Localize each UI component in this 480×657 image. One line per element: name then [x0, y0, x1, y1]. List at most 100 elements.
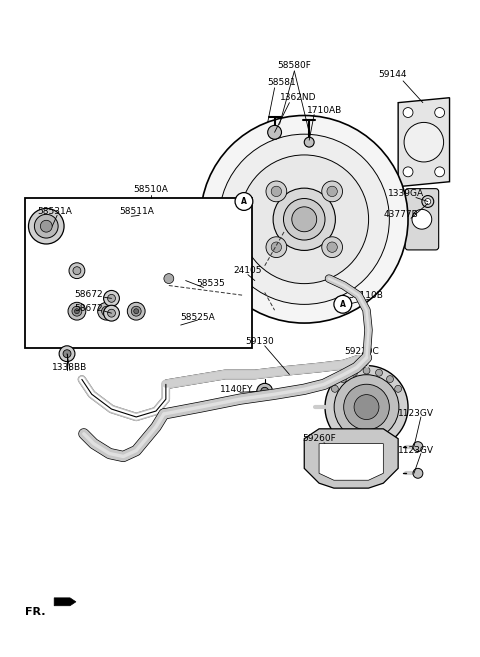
Circle shape — [395, 386, 402, 392]
Circle shape — [350, 369, 358, 376]
Circle shape — [425, 198, 431, 204]
Circle shape — [292, 207, 317, 232]
Circle shape — [412, 210, 432, 229]
Circle shape — [257, 383, 273, 399]
Circle shape — [271, 186, 282, 196]
Text: 58510A: 58510A — [133, 185, 168, 194]
Text: 1123GV: 1123GV — [398, 409, 434, 419]
Text: FR.: FR. — [24, 606, 45, 617]
Text: 1123GV: 1123GV — [398, 446, 434, 455]
Circle shape — [40, 220, 52, 232]
Circle shape — [72, 306, 82, 316]
Polygon shape — [398, 98, 450, 187]
FancyBboxPatch shape — [405, 189, 439, 250]
Circle shape — [435, 167, 444, 177]
Circle shape — [127, 302, 145, 320]
Text: 1339GA: 1339GA — [388, 189, 424, 198]
Circle shape — [327, 186, 337, 196]
Circle shape — [268, 125, 281, 139]
Circle shape — [235, 193, 253, 210]
Circle shape — [284, 198, 325, 240]
Text: 59110B: 59110B — [349, 291, 384, 300]
Text: 43777B: 43777B — [384, 210, 418, 219]
Circle shape — [131, 306, 141, 316]
Polygon shape — [304, 429, 398, 488]
Circle shape — [73, 267, 81, 275]
Text: 58672: 58672 — [74, 290, 103, 299]
Circle shape — [363, 367, 370, 374]
Ellipse shape — [247, 265, 282, 292]
Text: A: A — [340, 300, 346, 309]
Circle shape — [435, 108, 444, 118]
Text: 59130: 59130 — [245, 337, 274, 346]
Circle shape — [104, 309, 109, 313]
Circle shape — [334, 296, 352, 313]
Circle shape — [201, 116, 408, 323]
Text: 58525A: 58525A — [180, 313, 216, 322]
Circle shape — [74, 309, 79, 313]
Text: 1140FY: 1140FY — [220, 385, 253, 394]
Text: 24105: 24105 — [233, 266, 262, 275]
Text: 1338BB: 1338BB — [52, 363, 87, 372]
Circle shape — [331, 386, 338, 392]
Circle shape — [386, 376, 394, 382]
Circle shape — [322, 181, 343, 202]
Text: 59260F: 59260F — [302, 434, 336, 443]
Text: 58531A: 58531A — [37, 207, 72, 216]
Circle shape — [240, 155, 369, 284]
Polygon shape — [52, 290, 205, 332]
Ellipse shape — [154, 269, 184, 288]
Circle shape — [63, 350, 71, 357]
Circle shape — [325, 365, 408, 449]
Circle shape — [403, 167, 413, 177]
Circle shape — [273, 188, 336, 250]
Circle shape — [164, 274, 174, 284]
Circle shape — [327, 242, 337, 252]
Circle shape — [134, 309, 139, 313]
Circle shape — [35, 214, 58, 238]
Circle shape — [69, 263, 85, 279]
Circle shape — [339, 376, 347, 382]
Polygon shape — [50, 206, 191, 281]
Circle shape — [305, 138, 313, 146]
Circle shape — [102, 306, 111, 316]
Text: 58511A: 58511A — [120, 207, 154, 216]
Polygon shape — [319, 443, 384, 480]
Circle shape — [104, 306, 120, 321]
Text: 1362ND: 1362ND — [279, 93, 316, 102]
Circle shape — [403, 108, 413, 118]
Circle shape — [354, 395, 379, 420]
Circle shape — [422, 196, 434, 208]
Text: A: A — [241, 197, 247, 206]
Text: 58580F: 58580F — [277, 60, 312, 70]
Text: 1710AB: 1710AB — [307, 106, 342, 115]
Circle shape — [97, 302, 116, 320]
Circle shape — [270, 129, 279, 139]
Circle shape — [271, 242, 282, 252]
Circle shape — [104, 290, 120, 306]
Circle shape — [266, 237, 287, 258]
Circle shape — [334, 374, 399, 440]
Text: 58672: 58672 — [74, 304, 103, 313]
Circle shape — [219, 134, 389, 304]
Circle shape — [404, 122, 444, 162]
Circle shape — [266, 181, 287, 202]
Circle shape — [28, 208, 64, 244]
Circle shape — [344, 384, 389, 430]
Circle shape — [304, 137, 314, 147]
Circle shape — [68, 302, 86, 320]
Text: 58535: 58535 — [196, 279, 225, 288]
Text: 59220C: 59220C — [344, 348, 379, 356]
Text: 58581: 58581 — [268, 78, 297, 87]
Text: 59144: 59144 — [378, 70, 407, 79]
Circle shape — [322, 237, 343, 258]
Circle shape — [375, 369, 383, 376]
Circle shape — [108, 294, 116, 302]
Bar — [24, 198, 252, 348]
Circle shape — [59, 346, 75, 361]
Circle shape — [413, 468, 423, 478]
Polygon shape — [54, 598, 76, 606]
Circle shape — [413, 442, 423, 451]
Circle shape — [108, 309, 116, 317]
Circle shape — [261, 388, 269, 396]
